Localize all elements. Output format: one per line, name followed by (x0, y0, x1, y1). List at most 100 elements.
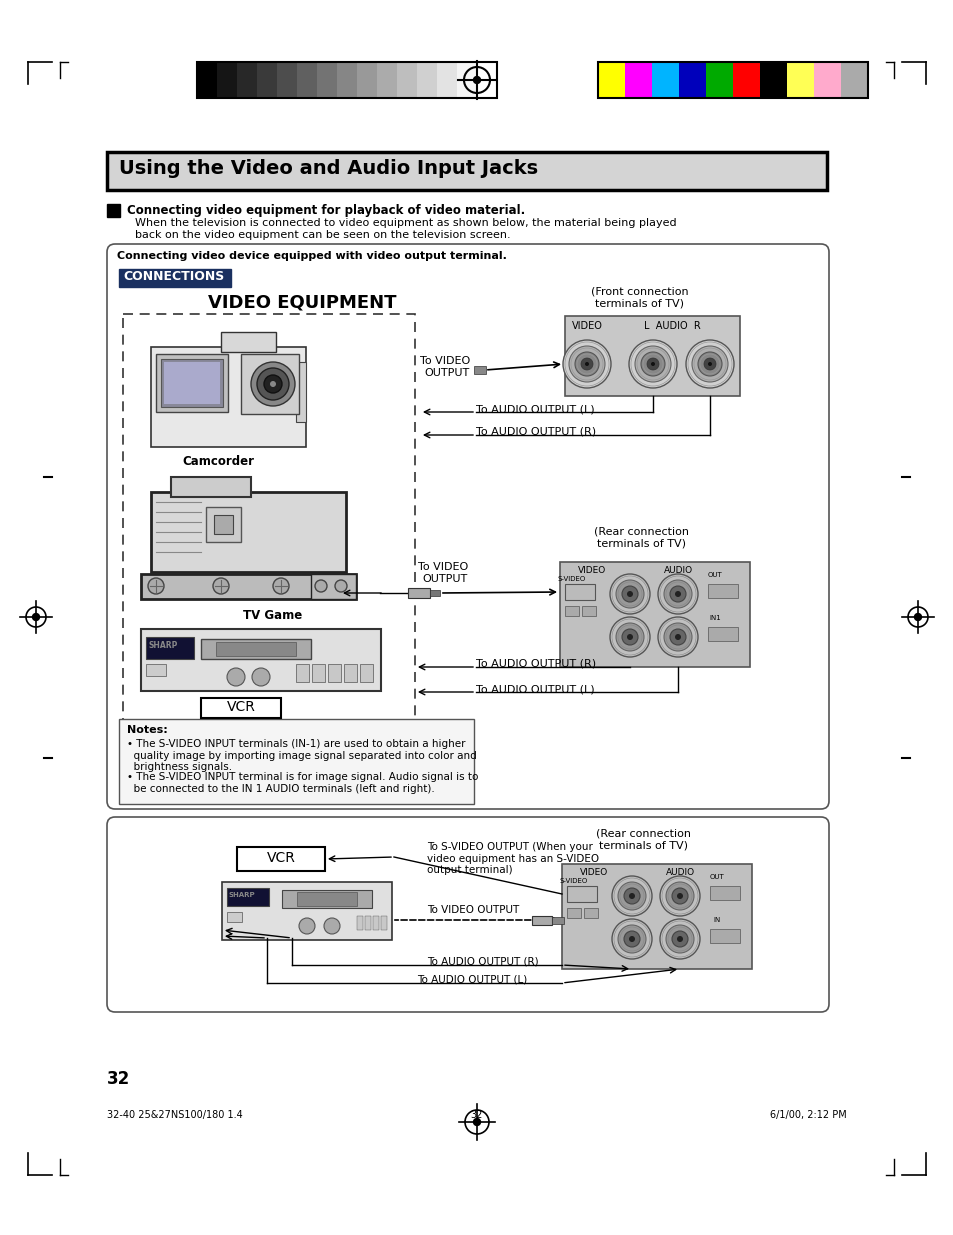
Circle shape (671, 931, 687, 947)
Bar (216, 62, 236, 98)
Bar (221, 332, 275, 352)
Bar (564, 584, 595, 600)
Text: SHARP: SHARP (149, 641, 178, 650)
Circle shape (703, 358, 716, 370)
Bar (532, 916, 552, 925)
Circle shape (251, 362, 294, 406)
Bar (583, 908, 598, 918)
Bar (373, 916, 378, 930)
Text: AUDIO: AUDIO (665, 868, 694, 877)
Circle shape (618, 882, 645, 910)
Bar (456, 62, 476, 98)
Circle shape (623, 931, 639, 947)
Circle shape (213, 578, 229, 594)
Bar (709, 929, 740, 944)
Text: (Rear connection
terminals of TV): (Rear connection terminals of TV) (596, 829, 691, 851)
Bar (156, 354, 228, 412)
Bar (236, 62, 256, 98)
Circle shape (612, 919, 651, 960)
Bar (107, 152, 826, 190)
Bar (119, 269, 231, 287)
Text: SHARP: SHARP (229, 892, 255, 898)
Bar (295, 362, 306, 422)
Bar (709, 885, 740, 900)
Bar (276, 62, 296, 98)
Bar (146, 637, 193, 659)
Circle shape (635, 346, 670, 382)
Circle shape (612, 876, 651, 916)
Circle shape (32, 614, 39, 620)
Bar (705, 62, 732, 98)
Bar (296, 62, 316, 98)
Bar (328, 664, 340, 682)
Bar (215, 642, 295, 656)
Text: To VIDEO
OUTPUT: To VIDEO OUTPUT (417, 562, 468, 584)
Bar (564, 606, 578, 616)
Bar (227, 911, 242, 923)
Bar (206, 508, 241, 542)
Bar (196, 62, 216, 98)
Circle shape (580, 358, 593, 370)
Bar (365, 916, 371, 930)
Bar (552, 918, 563, 924)
Text: S-VIDEO: S-VIDEO (559, 878, 587, 884)
Bar (474, 366, 485, 374)
Text: VIDEO: VIDEO (571, 321, 601, 331)
Circle shape (148, 578, 164, 594)
Circle shape (264, 375, 282, 393)
Bar (196, 62, 497, 98)
Circle shape (227, 668, 245, 685)
Bar (430, 590, 439, 597)
Bar (760, 62, 786, 98)
Text: (Rear connection
terminals of TV): (Rear connection terminals of TV) (594, 527, 689, 548)
Bar (256, 62, 276, 98)
Bar (786, 62, 813, 98)
Text: 32-40 25&27NS100/180 1.4: 32-40 25&27NS100/180 1.4 (107, 1110, 242, 1120)
Text: IN: IN (713, 918, 720, 923)
Circle shape (646, 358, 659, 370)
Bar (107, 204, 120, 217)
Text: OUT: OUT (709, 874, 723, 881)
Text: Connecting video device equipped with video output terminal.: Connecting video device equipped with vi… (117, 251, 506, 261)
Text: To VIDEO OUTPUT: To VIDEO OUTPUT (427, 905, 518, 915)
Circle shape (584, 362, 588, 366)
Bar (564, 316, 740, 396)
Text: (Front connection
terminals of TV): (Front connection terminals of TV) (591, 287, 688, 308)
Bar (581, 606, 596, 616)
Circle shape (669, 585, 685, 601)
Text: L: L (675, 582, 679, 592)
Text: • The S-VIDEO INPUT terminals (IN-1) are used to obtain a higher
  quality image: • The S-VIDEO INPUT terminals (IN-1) are… (127, 739, 476, 772)
Circle shape (314, 580, 327, 592)
Text: • The S-VIDEO INPUT terminal is for image signal. Audio signal is to
  be connec: • The S-VIDEO INPUT terminal is for imag… (127, 772, 477, 794)
Circle shape (707, 362, 711, 366)
Text: R: R (628, 884, 635, 893)
Bar (296, 892, 356, 906)
Bar (436, 62, 456, 98)
Circle shape (616, 622, 643, 651)
FancyBboxPatch shape (107, 818, 828, 1011)
Circle shape (677, 936, 682, 942)
Text: AUDIO: AUDIO (662, 566, 692, 576)
Circle shape (659, 919, 700, 960)
Text: To AUDIO OUTPUT (L): To AUDIO OUTPUT (L) (476, 404, 594, 414)
Bar (707, 584, 738, 598)
Circle shape (914, 614, 921, 620)
Bar (119, 719, 474, 804)
Bar (213, 515, 233, 534)
Circle shape (669, 629, 685, 645)
Text: R: R (626, 582, 632, 592)
Circle shape (685, 340, 733, 388)
Text: To AUDIO OUTPUT (L): To AUDIO OUTPUT (L) (476, 684, 594, 694)
Circle shape (324, 918, 339, 934)
Bar (161, 359, 223, 408)
Bar (559, 562, 749, 667)
Bar (561, 864, 751, 969)
Bar (222, 882, 392, 940)
Text: To AUDIO OUTPUT (R): To AUDIO OUTPUT (R) (427, 957, 538, 967)
Circle shape (640, 352, 664, 375)
Bar (356, 62, 376, 98)
Circle shape (335, 580, 347, 592)
Circle shape (626, 592, 633, 597)
Text: 6/1/00, 2:12 PM: 6/1/00, 2:12 PM (769, 1110, 846, 1120)
Bar (141, 629, 380, 692)
